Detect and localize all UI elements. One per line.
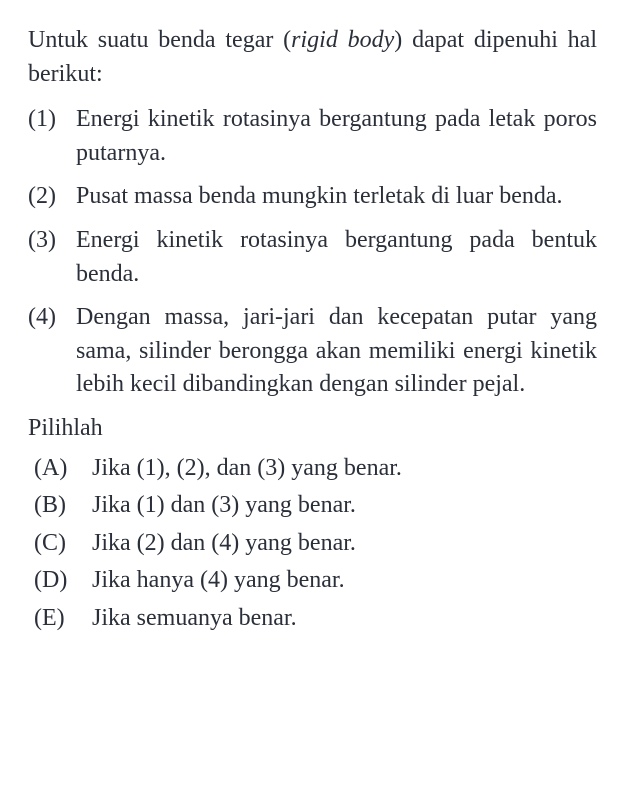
statement-item: (1) Energi kinetik rotasinya bergantung … bbox=[28, 103, 597, 170]
option-item[interactable]: (E) Jika semuanya benar. bbox=[28, 602, 597, 636]
option-marker: (C) bbox=[28, 527, 92, 561]
intro-text-pre: Untuk suatu benda tegar ( bbox=[28, 27, 291, 53]
statement-marker: (3) bbox=[28, 224, 76, 291]
statement-text: Energi kinetik rotasinya bergantung pada… bbox=[76, 103, 597, 170]
option-text: Jika (1), (2), dan (3) yang benar. bbox=[92, 452, 597, 486]
option-item[interactable]: (D) Jika hanya (4) yang benar. bbox=[28, 564, 597, 598]
option-text: Jika semuanya benar. bbox=[92, 602, 597, 636]
statement-text: Energi kinetik rotasinya bergantung pada… bbox=[76, 224, 597, 291]
statement-marker: (2) bbox=[28, 180, 76, 214]
option-text: Jika (1) dan (3) yang benar. bbox=[92, 489, 597, 523]
intro-italic: rigid body bbox=[291, 27, 394, 53]
statement-item: (2) Pusat massa benda mungkin terletak d… bbox=[28, 180, 597, 214]
statement-marker: (1) bbox=[28, 103, 76, 170]
option-marker: (E) bbox=[28, 602, 92, 636]
statement-marker: (4) bbox=[28, 301, 76, 402]
option-marker: (D) bbox=[28, 564, 92, 598]
choose-prompt: Pilihlah bbox=[28, 412, 597, 446]
option-marker: (A) bbox=[28, 452, 92, 486]
option-item[interactable]: (A) Jika (1), (2), dan (3) yang benar. bbox=[28, 452, 597, 486]
statement-item: (4) Dengan massa, jari-jari dan kecepata… bbox=[28, 301, 597, 402]
option-marker: (B) bbox=[28, 489, 92, 523]
option-text: Jika hanya (4) yang benar. bbox=[92, 564, 597, 598]
option-text: Jika (2) dan (4) yang benar. bbox=[92, 527, 597, 561]
statement-text: Pusat massa benda mungkin terletak di lu… bbox=[76, 180, 597, 214]
option-list: (A) Jika (1), (2), dan (3) yang benar. (… bbox=[28, 452, 597, 636]
option-item[interactable]: (C) Jika (2) dan (4) yang benar. bbox=[28, 527, 597, 561]
statement-text: Dengan massa, jari-jari dan kecepatan pu… bbox=[76, 301, 597, 402]
statement-list: (1) Energi kinetik rotasinya bergantung … bbox=[28, 103, 597, 402]
option-item[interactable]: (B) Jika (1) dan (3) yang benar. bbox=[28, 489, 597, 523]
statement-item: (3) Energi kinetik rotasinya bergantung … bbox=[28, 224, 597, 291]
question-intro: Untuk suatu benda tegar (rigid body) dap… bbox=[28, 24, 597, 91]
